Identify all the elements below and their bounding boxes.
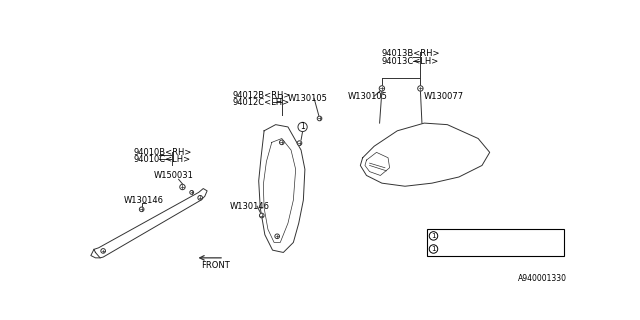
- Text: W130105: W130105: [288, 94, 328, 103]
- Circle shape: [429, 245, 438, 253]
- Circle shape: [380, 86, 385, 91]
- Bar: [427, 229, 564, 256]
- Text: W130146: W130146: [230, 202, 270, 211]
- Text: W130105: W130105: [348, 92, 387, 101]
- Circle shape: [190, 190, 194, 194]
- Circle shape: [317, 116, 322, 121]
- Circle shape: [297, 141, 302, 145]
- Circle shape: [198, 196, 202, 200]
- Text: W130225 ( -1003): W130225 ( -1003): [443, 231, 512, 240]
- Text: 1: 1: [431, 233, 436, 239]
- Text: 94013B<RH>: 94013B<RH>: [382, 49, 440, 58]
- Text: W13023  (1004- ): W13023 (1004- ): [443, 244, 509, 253]
- Text: 94010B<RH>: 94010B<RH>: [134, 148, 193, 157]
- Text: 94012C<LH>: 94012C<LH>: [232, 98, 290, 107]
- Text: W130146: W130146: [124, 196, 164, 204]
- Text: W130077: W130077: [424, 92, 463, 101]
- Text: 1: 1: [431, 246, 436, 252]
- Circle shape: [275, 234, 280, 239]
- Circle shape: [298, 122, 307, 132]
- Circle shape: [140, 207, 144, 212]
- Text: 94012B<RH>: 94012B<RH>: [232, 91, 291, 100]
- Text: FRONT: FRONT: [201, 261, 230, 270]
- Text: W150031: W150031: [154, 171, 194, 180]
- Circle shape: [429, 232, 438, 240]
- Circle shape: [180, 184, 185, 190]
- Text: 1: 1: [300, 123, 305, 132]
- Circle shape: [101, 249, 106, 253]
- Circle shape: [280, 140, 284, 145]
- Text: A940001330: A940001330: [518, 274, 566, 283]
- Text: 94013C<LH>: 94013C<LH>: [382, 57, 439, 66]
- Circle shape: [418, 86, 423, 91]
- Text: 94010C<LH>: 94010C<LH>: [134, 155, 191, 164]
- Circle shape: [259, 213, 264, 218]
